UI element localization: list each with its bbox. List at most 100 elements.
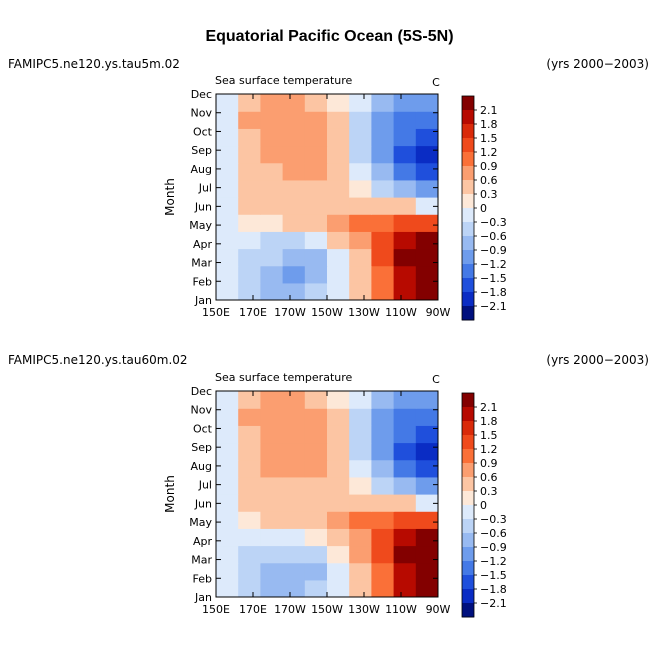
- heatmap-cell: [415, 459, 438, 478]
- colorbar-label: 0.9: [480, 457, 498, 470]
- colorbar-swatch: [462, 306, 474, 321]
- heatmap-cell: [327, 231, 350, 250]
- heatmap-cell: [393, 179, 417, 198]
- page-title: Equatorial Pacific Ocean (5S-5N): [205, 28, 454, 45]
- heatmap-cell: [238, 442, 261, 461]
- heatmap-cell: [349, 179, 372, 198]
- heatmap-cell: [327, 408, 350, 426]
- heatmap-cell: [349, 476, 372, 495]
- y-tick-label: May: [189, 219, 212, 232]
- heatmap-cell: [349, 94, 372, 112]
- heatmap-cell: [371, 442, 395, 461]
- y-tick-label: Feb: [193, 275, 212, 288]
- heatmap-cell: [238, 579, 261, 597]
- heatmap-cell: [260, 282, 284, 300]
- heatmap-cell: [393, 391, 417, 409]
- heatmap-cell: [327, 579, 350, 597]
- heatmap-cell: [415, 579, 438, 597]
- colorbar-swatch: [462, 166, 474, 181]
- heatmap-cell: [304, 562, 328, 581]
- heatmap-cell: [393, 111, 417, 129]
- x-tick-label: 130W: [348, 603, 380, 616]
- panel-1-heatmap-field: [216, 94, 438, 300]
- heatmap-cell: [393, 425, 417, 444]
- heatmap-cell: [393, 579, 417, 597]
- heatmap-cell: [393, 545, 417, 564]
- heatmap-cell: [216, 425, 239, 444]
- heatmap-cell: [304, 459, 328, 478]
- heatmap-cell: [260, 145, 284, 164]
- heatmap-cell: [371, 282, 395, 300]
- y-tick-label: Sep: [191, 441, 212, 454]
- heatmap-cell: [327, 162, 350, 181]
- colorbar-swatch: [462, 236, 474, 251]
- y-tick-label: Mar: [191, 554, 212, 567]
- heatmap-cell: [282, 391, 306, 409]
- heatmap-cell: [415, 197, 438, 215]
- y-tick-label: Dec: [191, 385, 212, 398]
- y-tick-label: May: [189, 516, 212, 529]
- heatmap-cell: [304, 145, 328, 164]
- heatmap-cell: [371, 545, 395, 564]
- heatmap-cell: [415, 494, 438, 512]
- heatmap-cell: [415, 231, 438, 250]
- heatmap-cell: [282, 528, 306, 547]
- heatmap-cell: [393, 511, 417, 529]
- heatmap-cell: [216, 214, 239, 232]
- colorbar-swatch: [462, 180, 474, 195]
- panel-1-run-label: FAMIPC5.ne120.ys.tau5m.02: [8, 57, 180, 71]
- panel-2-units-label: C: [432, 373, 440, 386]
- heatmap-cell: [327, 128, 350, 147]
- heatmap-cell: [371, 459, 395, 478]
- y-tick-label: Mar: [191, 257, 212, 270]
- x-tick-label: 90W: [426, 603, 451, 616]
- heatmap-cell: [282, 408, 306, 426]
- heatmap-cell: [415, 179, 438, 198]
- heatmap-cell: [304, 94, 328, 112]
- x-tick-label: 90W: [426, 306, 451, 319]
- heatmap-cell: [393, 476, 417, 495]
- panel-1-variable-label: Sea surface temperature: [215, 74, 353, 87]
- heatmap-cell: [349, 128, 372, 147]
- colorbar-label: 0.9: [480, 160, 498, 173]
- heatmap-cell: [371, 494, 395, 512]
- heatmap-cell: [216, 197, 239, 215]
- heatmap-cell: [393, 265, 417, 284]
- heatmap-cell: [371, 162, 395, 181]
- heatmap-cell: [415, 442, 438, 461]
- colorbar-swatch: [462, 110, 474, 125]
- heatmap-cell: [415, 425, 438, 444]
- heatmap-cell: [371, 94, 395, 112]
- colorbar-label: −0.6: [480, 230, 507, 243]
- heatmap-cell: [371, 579, 395, 597]
- heatmap-cell: [304, 179, 328, 198]
- heatmap-cell: [327, 265, 350, 284]
- panel-2-run-label: FAMIPC5.ne120.ys.tau60m.02: [8, 353, 188, 367]
- heatmap-cell: [393, 562, 417, 581]
- heatmap-cell: [282, 214, 306, 232]
- y-tick-label: Jan: [194, 591, 212, 604]
- heatmap-cell: [216, 162, 239, 181]
- colorbar-label: −2.1: [480, 300, 507, 313]
- heatmap-cell: [216, 442, 239, 461]
- heatmap-cell: [282, 442, 306, 461]
- colorbar-label: −0.6: [480, 527, 507, 540]
- heatmap-cell: [349, 282, 372, 300]
- heatmap-cell: [238, 197, 261, 215]
- heatmap-cell: [304, 162, 328, 181]
- heatmap-cell: [282, 128, 306, 147]
- colorbar-swatch: [462, 292, 474, 307]
- x-tick-label: 170W: [274, 306, 306, 319]
- heatmap-cell: [371, 248, 395, 267]
- heatmap-cell: [282, 145, 306, 164]
- heatmap-cell: [349, 459, 372, 478]
- heatmap-cell: [415, 282, 438, 300]
- colorbar-swatch: [462, 603, 474, 618]
- colorbar-swatch: [462, 421, 474, 436]
- y-tick-label: Jun: [194, 200, 212, 213]
- heatmap-cell: [415, 528, 438, 547]
- heatmap-cell: [371, 231, 395, 250]
- heatmap-cell: [393, 94, 417, 112]
- x-tick-label: 170E: [239, 306, 267, 319]
- colorbar-swatch: [462, 589, 474, 604]
